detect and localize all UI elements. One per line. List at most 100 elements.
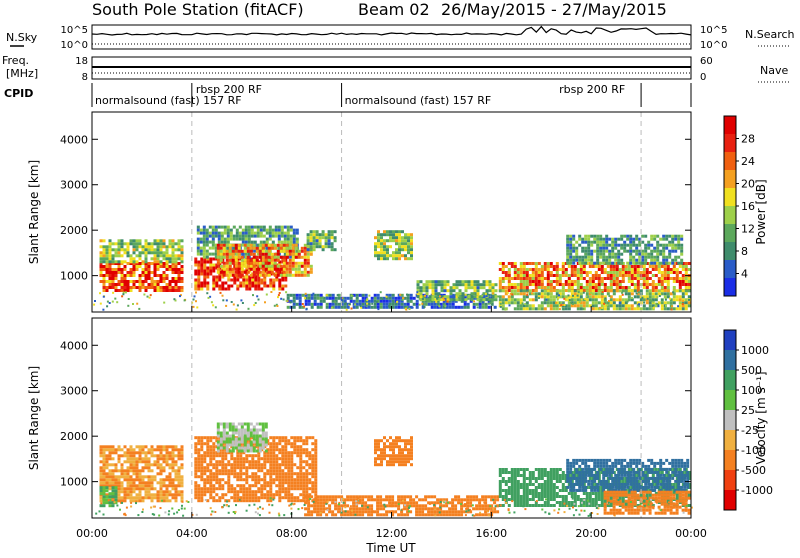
data-cell [220, 438, 223, 441]
data-cell [544, 301, 547, 304]
data-cell [673, 286, 676, 289]
data-cell [290, 493, 293, 496]
data-cell [325, 513, 328, 516]
data-cell [322, 230, 325, 233]
data-cell [100, 257, 103, 260]
data-cell [260, 463, 263, 466]
data-cell [259, 253, 262, 256]
data-cell [151, 463, 154, 466]
data-cell [247, 435, 250, 438]
data-cell [103, 463, 106, 466]
data-cell [460, 510, 463, 513]
data-cell [665, 305, 667, 307]
data-cell [610, 274, 613, 277]
data-cell [212, 264, 215, 267]
data-cell [220, 432, 223, 435]
data-cell [138, 308, 140, 310]
data-cell [287, 493, 290, 496]
data-cell [259, 441, 262, 444]
data-cell [581, 238, 584, 241]
data-cell [259, 423, 262, 426]
data-cell [673, 265, 676, 268]
data-cell [102, 309, 104, 311]
data-cell [154, 254, 157, 257]
data-cell [142, 268, 145, 271]
data-cell [238, 429, 241, 432]
data-cell [649, 307, 652, 310]
data-cell [203, 235, 206, 238]
data-cell [550, 301, 553, 304]
data-cell [194, 270, 197, 273]
data-cell [398, 251, 401, 254]
data-cell [172, 265, 175, 268]
data-cell [328, 495, 331, 498]
data-cell [253, 304, 255, 306]
data-cell [232, 450, 235, 453]
data-cell [166, 475, 169, 478]
data-cell [148, 469, 151, 472]
data-cell [278, 481, 281, 484]
data-cell [130, 490, 133, 493]
data-cell [424, 295, 426, 297]
data-cell [262, 423, 265, 426]
data-cell [160, 487, 163, 490]
data-cell [250, 423, 253, 426]
data-cell [532, 298, 535, 301]
data-cell [592, 265, 595, 268]
data-cell [685, 298, 688, 301]
data-cell [418, 504, 421, 507]
data-cell [407, 460, 410, 463]
data-cell [247, 259, 250, 262]
data-cell [203, 270, 206, 273]
data-cell [103, 492, 106, 495]
data-cell [584, 247, 587, 250]
data-cell [232, 447, 235, 450]
data-cell [296, 484, 299, 487]
data-cell [667, 274, 670, 277]
data-cell [619, 304, 622, 307]
data-cell [265, 250, 268, 253]
data-cell [112, 292, 114, 294]
data-cell [316, 236, 319, 239]
data-cell [203, 481, 206, 484]
data-cell [575, 247, 578, 250]
data-cell [133, 274, 136, 277]
data-cell [650, 235, 653, 238]
data-cell [352, 495, 355, 498]
data-cell [169, 499, 172, 502]
data-cell [275, 229, 278, 232]
data-cell [298, 268, 301, 271]
data-cell [178, 248, 181, 251]
data-cell [485, 293, 487, 295]
data-cell [169, 260, 172, 263]
data-cell [360, 305, 362, 307]
data-cell [566, 238, 569, 241]
data-cell [230, 229, 233, 232]
data-cell [404, 248, 407, 251]
data-cell [559, 280, 562, 283]
data-cell [421, 498, 424, 501]
data-cell [410, 233, 413, 236]
data-cell [593, 250, 596, 253]
data-cell [283, 259, 286, 262]
data-cell [272, 241, 275, 244]
data-cell [589, 295, 592, 298]
data-cell [376, 507, 379, 510]
data-cell [593, 303, 595, 305]
data-cell [181, 257, 184, 260]
data-cell [671, 305, 673, 307]
data-cell [130, 271, 133, 274]
data-cell [163, 460, 166, 463]
data-cell [659, 253, 662, 256]
data-cell [278, 472, 281, 475]
data-cell [302, 478, 305, 481]
data-cell [233, 282, 236, 285]
data-cell [271, 268, 274, 271]
data-cell [380, 303, 383, 306]
data-cell [139, 448, 142, 451]
data-cell [307, 245, 310, 248]
data-cell [559, 289, 562, 292]
data-cell [643, 307, 646, 310]
data-cell [505, 301, 508, 304]
data-cell [142, 451, 145, 454]
